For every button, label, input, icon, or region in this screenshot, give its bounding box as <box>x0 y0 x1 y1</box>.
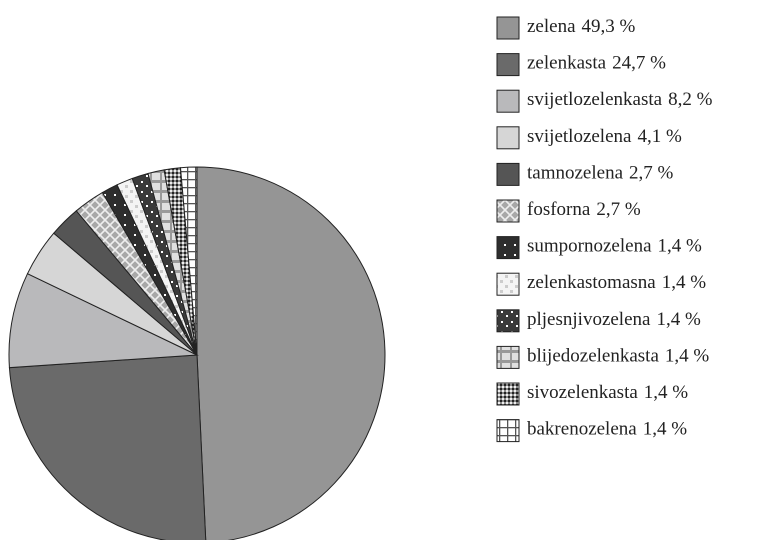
legend-category: tamnozelena <box>527 163 624 184</box>
legend-label: blijedozelenkasta 1,4 % <box>527 346 709 367</box>
legend-swatch <box>496 89 520 113</box>
legend-value: 1,4 % <box>662 273 707 294</box>
pie-slice <box>196 166 386 540</box>
legend-label: tamnozelena 2,7 % <box>527 163 674 184</box>
legend-value: 24,7 % <box>612 53 666 74</box>
legend-category: zelenkastomasna <box>527 273 656 294</box>
pie-slice <box>8 354 207 540</box>
legend-category: pljesnjivozelena <box>527 309 651 330</box>
legend-value: 1,4 % <box>665 346 710 367</box>
legend-swatch <box>496 53 520 77</box>
legend-value: 1,4 % <box>656 309 701 330</box>
legend-label: zelena 49,3 % <box>527 16 636 37</box>
legend-value: 1,4 % <box>644 382 689 403</box>
legend-category: sumpornozelena <box>527 236 652 257</box>
legend-category: sivozelenkasta <box>527 382 638 403</box>
legend-label: bakrenozelena 1,4 % <box>527 419 687 440</box>
legend-value: 1,4 % <box>658 236 703 257</box>
legend-swatch <box>496 272 520 296</box>
legend-value: 8,2 % <box>668 90 713 111</box>
legend-value: 2,7 % <box>596 199 641 220</box>
pie-slice <box>8 273 199 369</box>
legend-category: zelena <box>527 16 576 37</box>
legend-category: svijetlozelena <box>527 126 632 147</box>
legend-value: 49,3 % <box>582 16 636 37</box>
legend-swatch <box>496 16 520 40</box>
legend-category: svijetlozelenkasta <box>527 90 663 111</box>
legend-label: pljesnjivozelena 1,4 % <box>527 309 701 330</box>
legend-label: sivozelenkasta 1,4 % <box>527 382 688 403</box>
legend-swatch <box>496 236 520 260</box>
legend-category: zelenkasta <box>527 53 607 74</box>
legend-value: 2,7 % <box>629 163 674 184</box>
legend-label: sumpornozelena 1,4 % <box>527 236 702 257</box>
legend-swatch <box>496 309 520 333</box>
legend-swatch <box>496 162 520 186</box>
legend-swatch <box>496 419 520 443</box>
legend-swatch <box>496 382 520 406</box>
legend-swatch <box>496 199 520 223</box>
legend-value: 1,4 % <box>643 419 688 440</box>
legend-label: zelenkasta 24,7 % <box>527 53 666 74</box>
legend-label: svijetlozelena 4,1 % <box>527 126 682 147</box>
legend-label: fosforna 2,7 % <box>527 199 641 220</box>
legend-value: 4,1 % <box>637 126 682 147</box>
legend-category: blijedozelenkasta <box>527 346 659 367</box>
legend-label: svijetlozelenkasta 8,2 % <box>527 90 713 111</box>
legend-label: zelenkastomasna 1,4 % <box>527 273 706 294</box>
pie-slice <box>179 166 198 356</box>
legend-category: bakrenozelena <box>527 419 637 440</box>
legend-swatch <box>496 345 520 369</box>
legend-swatch <box>496 126 520 150</box>
legend-category: fosforna <box>527 199 591 220</box>
